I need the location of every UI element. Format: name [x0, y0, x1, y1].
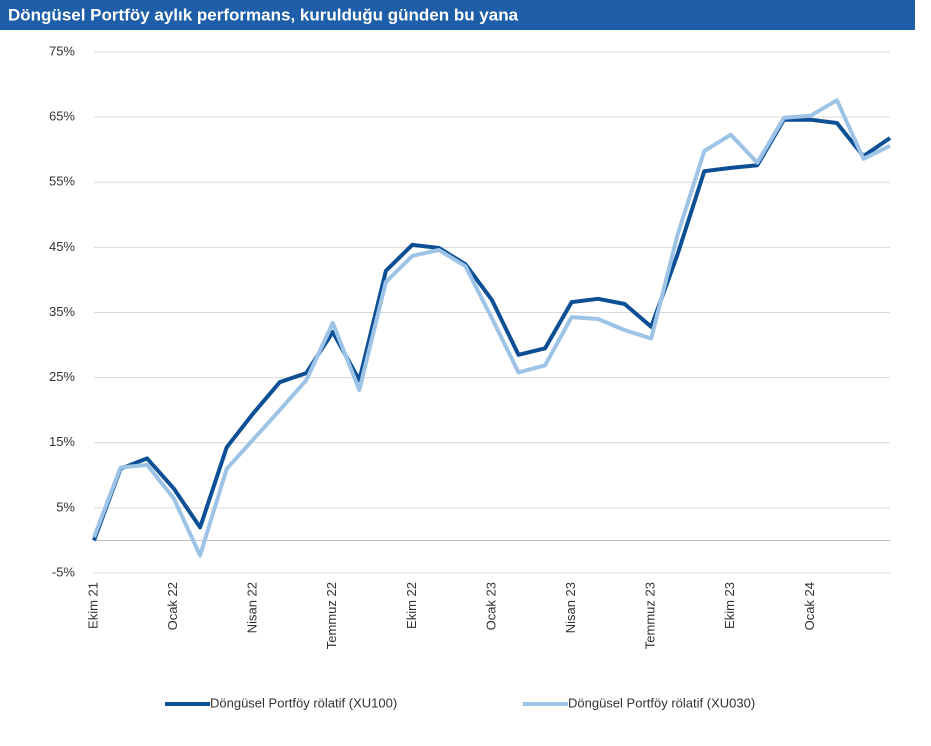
x-tick-label: Ocak 23	[483, 582, 498, 630]
y-tick-label: 15%	[49, 434, 75, 449]
y-tick-label: 75%	[49, 43, 75, 58]
x-tick-label: Nisan 23	[563, 582, 578, 633]
series-line	[92, 98, 891, 558]
x-tick-label: Nisan 22	[245, 582, 260, 633]
title-bar	[0, 0, 915, 30]
x-tick-label: Ocak 22	[165, 582, 180, 630]
y-tick-label: 45%	[49, 239, 75, 254]
x-tick-label: Ekim 22	[404, 582, 419, 629]
series-line	[92, 117, 892, 542]
x-tick-label: Ocak 24	[802, 582, 817, 630]
chart-title: Döngüsel Portföy aylık performans, kurul…	[8, 5, 519, 24]
x-tick-label: Ekim 21	[85, 582, 100, 629]
y-tick-label: 5%	[56, 499, 75, 514]
y-tick-label: 25%	[49, 369, 75, 384]
y-tick-label: 55%	[49, 174, 75, 189]
x-tick-label: Temmuz 22	[324, 582, 339, 649]
x-tick-label: Temmuz 23	[643, 582, 658, 649]
y-tick-label: 35%	[49, 304, 75, 319]
legend-label: Döngüsel Portföy rölatif (XU100)	[210, 695, 397, 710]
y-tick-label: -5%	[52, 564, 76, 579]
x-tick-label: Ekim 23	[722, 582, 737, 629]
legend-label: Döngüsel Portföy rölatif (XU030)	[568, 695, 755, 710]
y-tick-label: 65%	[49, 109, 75, 124]
